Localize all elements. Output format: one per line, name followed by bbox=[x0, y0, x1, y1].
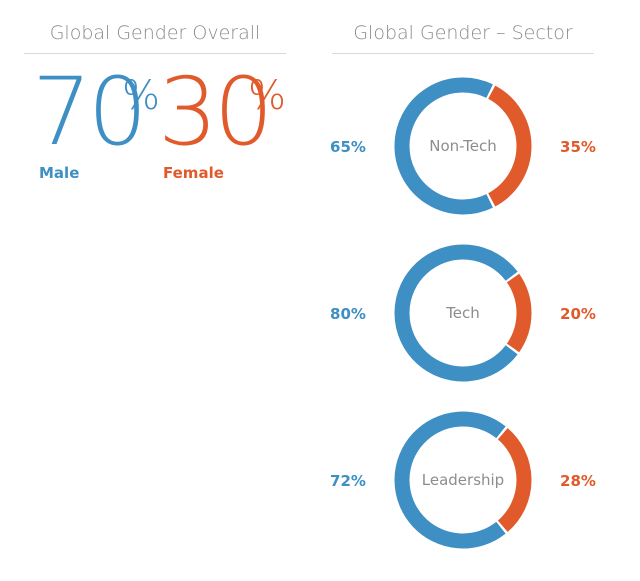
female-overall-value: 30 bbox=[158, 58, 274, 167]
non-tech-donut-label: Non-Tech bbox=[429, 137, 497, 155]
non-tech-female-arc bbox=[487, 85, 532, 207]
tech-male-arc bbox=[394, 244, 518, 382]
tech-female-arc bbox=[506, 273, 532, 353]
female-overall-label: Female bbox=[163, 164, 224, 182]
non-tech-donut: Non-Tech bbox=[394, 77, 532, 215]
tech-donut: Tech bbox=[394, 244, 532, 382]
tech-male-percent: 80% bbox=[330, 305, 366, 323]
non-tech-male-percent: 65% bbox=[330, 138, 366, 156]
leadership-donut-label: Leadership bbox=[422, 471, 504, 489]
female-percent-symbol: % bbox=[248, 73, 287, 119]
tech-female-percent: 20% bbox=[560, 305, 596, 323]
tech-donut-label: Tech bbox=[445, 304, 480, 322]
male-overall-label: Male bbox=[39, 164, 80, 182]
leadership-female-percent: 28% bbox=[560, 472, 596, 490]
non-tech-male-arc bbox=[394, 77, 493, 215]
male-percent-symbol: % bbox=[122, 73, 161, 119]
leadership-male-percent: 72% bbox=[330, 472, 366, 490]
sector-section-title: Global Gender – Sector bbox=[332, 20, 594, 54]
non-tech-female-percent: 35% bbox=[560, 138, 596, 156]
leadership-donut: Leadership bbox=[394, 411, 532, 549]
overall-section-title: Global Gender Overall bbox=[24, 20, 286, 54]
leadership-male-arc bbox=[394, 411, 506, 549]
male-overall-value: 70 bbox=[32, 58, 148, 167]
leadership-female-arc bbox=[497, 428, 532, 532]
